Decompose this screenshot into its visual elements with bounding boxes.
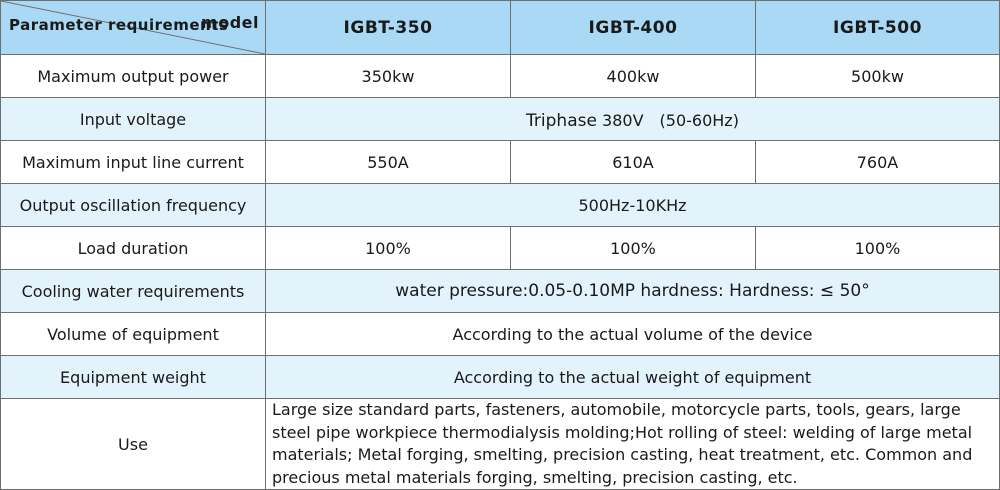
table-cell: water pressure:0.05-0.10MP hardness: Har…	[265, 269, 1000, 313]
table-row: Volume of equipment According to the act…	[0, 312, 1000, 356]
voltage-text: 380V (50-60Hz)	[602, 111, 739, 130]
table-row: Output oscillation frequency 500Hz-10KHz	[0, 183, 1000, 227]
table-cell: 760A	[755, 140, 1000, 184]
header-row: model Parameter requirements IGBT-350 IG…	[0, 0, 1000, 55]
table-cell: Triphase 380V (50-60Hz)	[265, 97, 1000, 141]
table-cell: 100%	[510, 226, 756, 270]
row-label: Cooling water requirements	[0, 269, 266, 313]
row-label: Equipment weight	[0, 355, 266, 399]
table-row: Load duration 100% 100% 100%	[0, 226, 1000, 270]
use-description: Large size standard parts, fasteners, au…	[265, 398, 1000, 490]
model-header-cell: IGBT-350	[265, 0, 511, 55]
table-cell: 400kw	[510, 54, 756, 98]
table-row: Input voltage Triphase 380V (50-60Hz)	[0, 97, 1000, 141]
table-cell: 610A	[510, 140, 756, 184]
row-label: Output oscillation frequency	[0, 183, 266, 227]
table-row: Maximum input line current 550A 610A 760…	[0, 140, 1000, 184]
row-label: Maximum input line current	[0, 140, 266, 184]
table-cell: 550A	[265, 140, 511, 184]
table-cell: 350kw	[265, 54, 511, 98]
phase-text: Triphase	[526, 111, 597, 131]
corner-model-label: model	[201, 13, 259, 32]
table-cell: 100%	[265, 226, 511, 270]
row-label: Volume of equipment	[0, 312, 266, 356]
table-cell: 100%	[755, 226, 1000, 270]
row-label: Input voltage	[0, 97, 266, 141]
row-label: Use	[0, 398, 266, 490]
table-cell: According to the actual volume of the de…	[265, 312, 1000, 356]
table-row: Maximum output power 350kw 400kw 500kw	[0, 54, 1000, 98]
corner-parameter-label: Parameter requirements	[9, 16, 229, 34]
table-row: Cooling water requirements water pressur…	[0, 269, 1000, 313]
model-header-cell: IGBT-400	[510, 0, 756, 55]
table-cell: According to the actual weight of equipm…	[265, 355, 1000, 399]
row-label: Load duration	[0, 226, 266, 270]
corner-header-cell: model Parameter requirements	[0, 0, 266, 55]
table-row: Equipment weight According to the actual…	[0, 355, 1000, 399]
table-row: Use Large size standard parts, fasteners…	[0, 398, 1000, 490]
table-cell: 500kw	[755, 54, 1000, 98]
model-header-cell: IGBT-500	[755, 0, 1000, 55]
row-label: Maximum output power	[0, 54, 266, 98]
diagonal-divider	[1, 1, 265, 54]
table-cell: 500Hz-10KHz	[265, 183, 1000, 227]
